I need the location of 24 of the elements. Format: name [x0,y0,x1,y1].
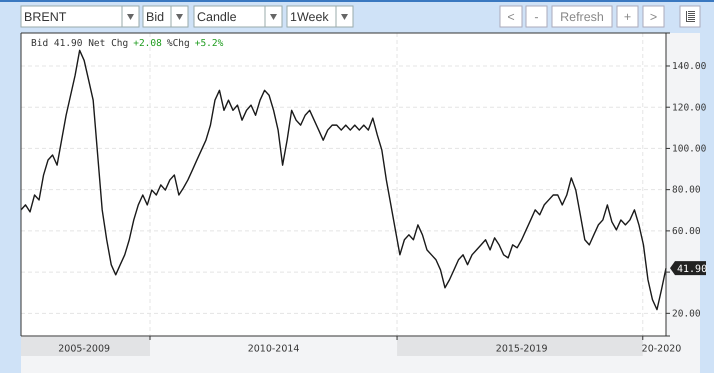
x-tick-label: 2015-2019 [496,344,548,355]
annotation: %Chg [166,38,190,49]
x-tick-label: 2005-2009 [58,344,110,355]
x-tick-label: 2010-2014 [248,344,300,355]
text: 1Week [290,10,330,24]
x-tick-label: 20-2020 [642,344,682,355]
text: Refresh [560,10,604,24]
y-tick-label: 20.00 [672,308,701,320]
text: - [534,10,539,24]
line-series [20,50,667,310]
text: > [650,10,658,24]
text: < [507,10,515,24]
y-tick-label: 140.00 [672,61,707,72]
y-tick-label: 60.00 [672,226,701,237]
text: Candle [197,10,237,24]
y-tick-label: 80.00 [672,184,701,196]
annotation: Bid 41.90 Net Chg [31,38,128,49]
annotation: +5.2% [194,38,224,49]
annotation: +2.08 [133,38,162,49]
y-tick-label: 100.00 [672,143,707,154]
y-tick-label: 120.00 [672,102,707,114]
text: Bid [146,10,164,24]
text: BRENT [24,10,67,24]
text: + [624,10,632,24]
